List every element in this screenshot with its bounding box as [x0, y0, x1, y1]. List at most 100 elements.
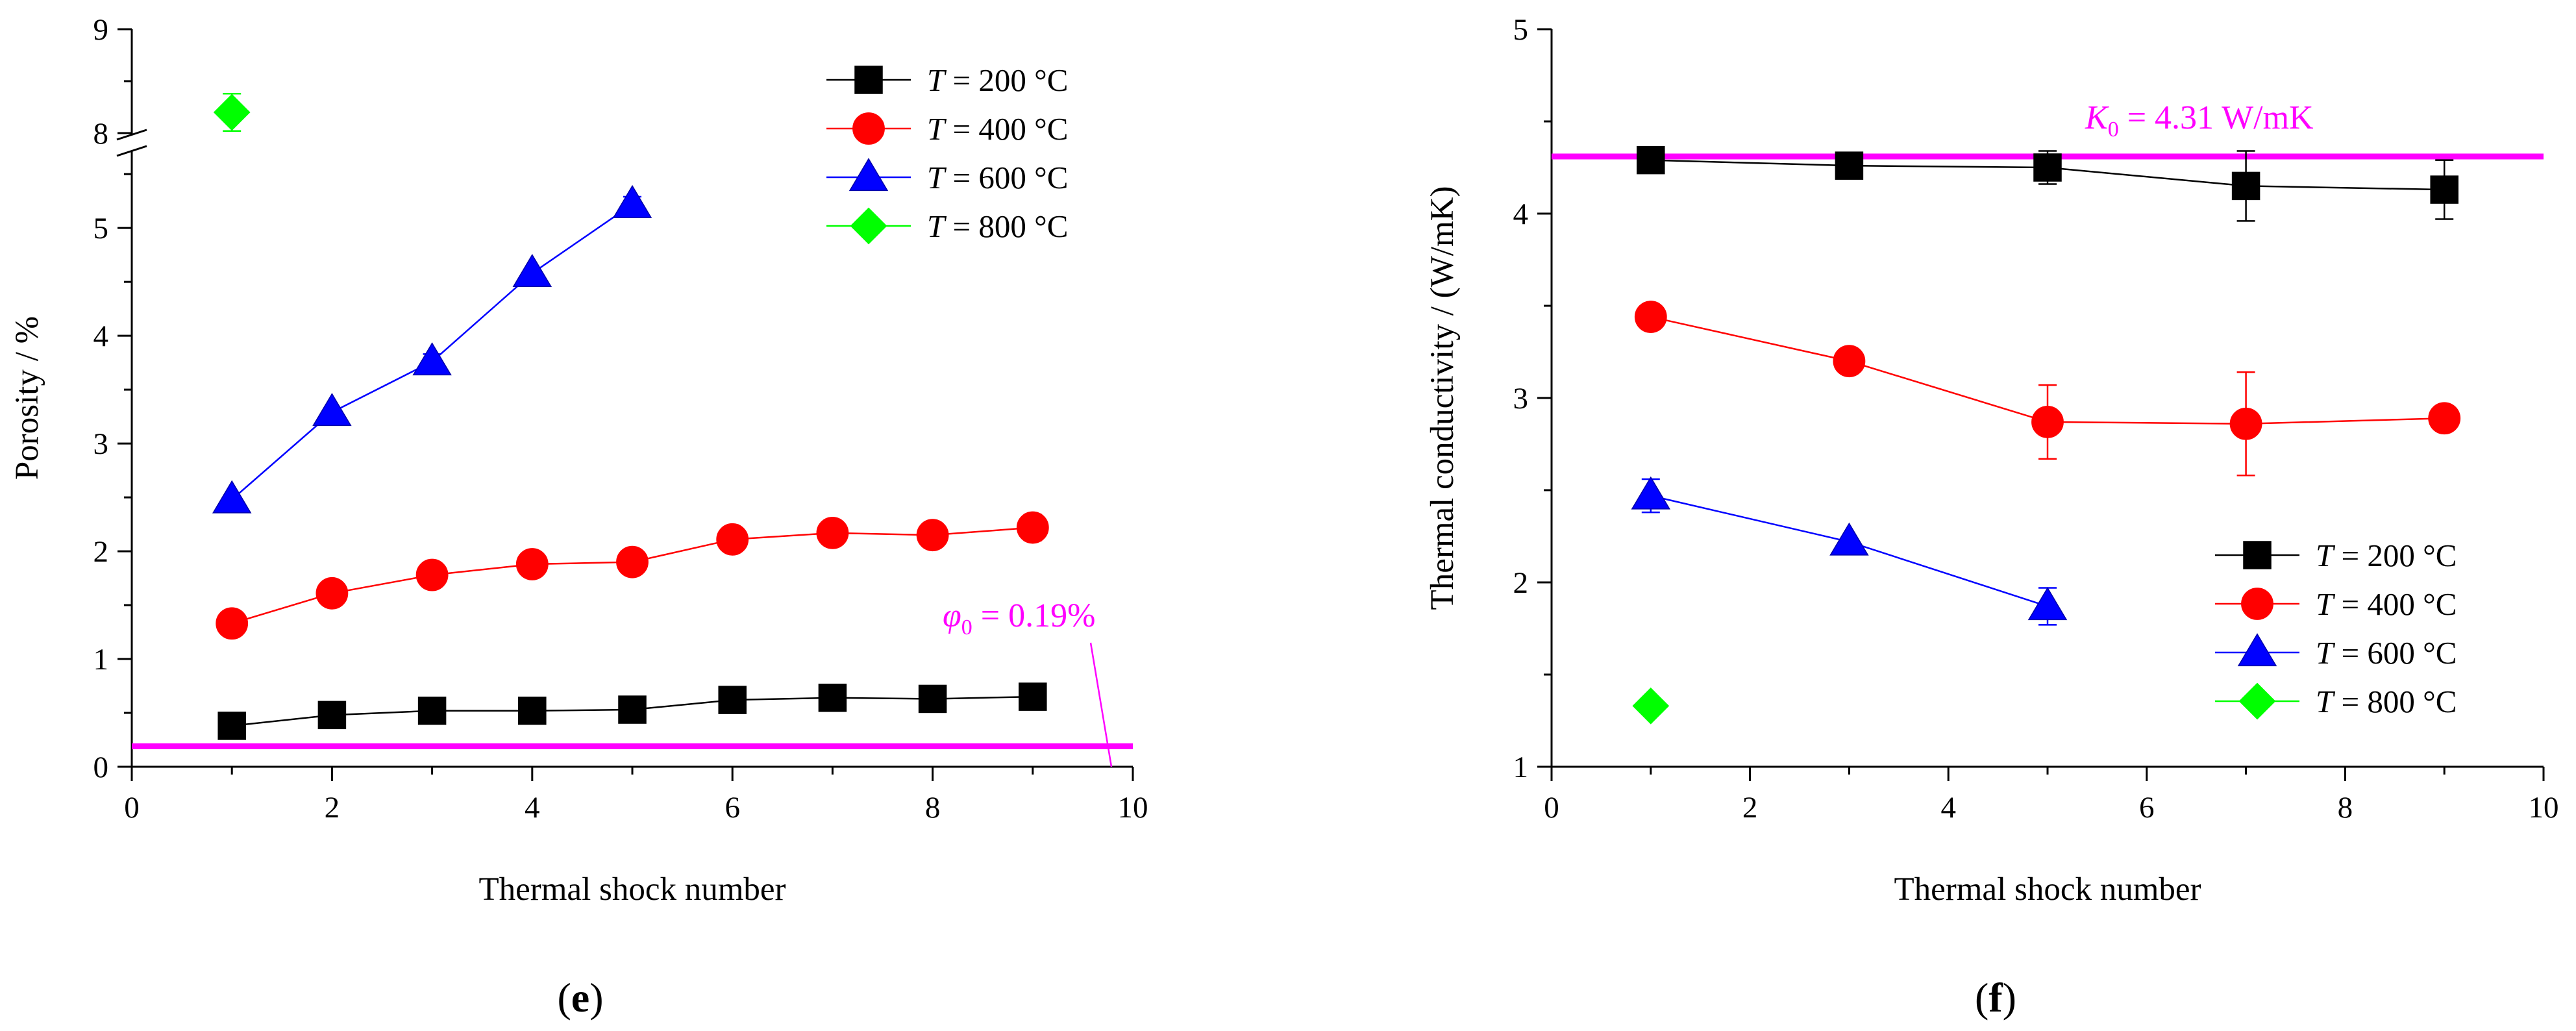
panel-label: (f) [1975, 975, 2016, 1021]
data-point [1829, 522, 1869, 556]
x-tick-label: 4 [525, 791, 540, 825]
data-point [2231, 171, 2260, 201]
reference-label-subscript: 0 [2108, 118, 2119, 142]
x-tick-label: 10 [1118, 791, 1148, 825]
y-axis-label: Porosity / % [9, 316, 45, 480]
legend-label-rest: = 600 °C [945, 160, 1068, 195]
legend-label-symbol: T [927, 208, 947, 244]
panel-label-paren-open: ( [1975, 975, 1988, 1021]
data-point [316, 577, 349, 610]
y-tick-label: 4 [1513, 197, 1529, 231]
legend-label-rest: = 600 °C [2333, 635, 2457, 671]
legend-marker [850, 207, 887, 245]
series-circle [1634, 301, 2461, 477]
legend-label: T = 800 °C [2316, 684, 2457, 719]
y-tick-label: 2 [93, 535, 109, 569]
reference-label-symbol: φ [943, 597, 961, 634]
panel-label-letter: e [571, 975, 589, 1021]
series-triangle [212, 184, 652, 514]
y-tick-label: 1 [93, 643, 109, 677]
legend-label-rest: = 800 °C [945, 208, 1068, 244]
x-tick-label: 4 [1940, 791, 1956, 825]
legend: T = 200 °CT = 400 °CT = 600 °CT = 800 °C [826, 62, 1068, 245]
data-point [415, 558, 449, 591]
legend-label-symbol: T [2316, 538, 2336, 573]
legend-label-symbol: T [927, 160, 947, 195]
legend-marker [2237, 633, 2277, 667]
data-point [1634, 301, 1667, 333]
legend-label-symbol: T [2316, 586, 2336, 622]
panel-label-letter: f [1988, 975, 2003, 1021]
series-circle [216, 511, 1049, 640]
legend-marker [2238, 682, 2276, 720]
legend-marker [852, 112, 885, 145]
data-point [518, 696, 547, 725]
data-point [716, 523, 749, 556]
legend-label: T = 800 °C [927, 208, 1068, 244]
data-point [213, 93, 251, 131]
legend-label-rest: = 800 °C [2333, 684, 2457, 719]
data-point [1631, 476, 1671, 510]
data-point [1016, 511, 1049, 544]
legend-label-symbol: T [927, 62, 947, 98]
data-point [612, 184, 652, 218]
y-tick-label: 4 [93, 319, 109, 353]
x-tick-label: 2 [1742, 791, 1758, 825]
reference-label: φ0 = 0.19% [943, 597, 1095, 640]
legend-label-rest: = 200 °C [2333, 538, 2457, 573]
y-tick-label: 8 [93, 117, 109, 151]
data-point [1637, 145, 1665, 175]
data-point [2430, 175, 2458, 204]
data-point [2031, 406, 2064, 438]
y-tick-label: 5 [1513, 13, 1529, 47]
panel-label-paren-open: ( [557, 975, 571, 1021]
axis-break-slash [116, 129, 147, 141]
series-diamond [213, 92, 251, 132]
y-axis-label: Thermal conductivity / (W/mK) [1424, 186, 1461, 610]
data-point [618, 695, 647, 724]
data-point [816, 516, 849, 549]
data-point [2428, 402, 2461, 435]
legend-marker [2243, 541, 2272, 569]
legend-label: T = 600 °C [927, 160, 1068, 195]
data-point [1833, 345, 1866, 378]
panel-label: (e) [557, 975, 603, 1021]
legend-label-rest: = 400 °C [945, 111, 1068, 147]
legend-marker [2241, 588, 2273, 620]
y-tick-label: 2 [1513, 566, 1529, 600]
x-tick-label: 6 [724, 791, 740, 825]
panel-label-paren-close: ) [589, 975, 603, 1021]
reference-leader [1089, 642, 1113, 767]
data-point [212, 480, 252, 514]
data-point [515, 548, 549, 580]
y-tick-label: 3 [1513, 382, 1529, 416]
x-tick-label: 6 [2139, 791, 2155, 825]
data-point [2027, 587, 2068, 621]
series-square [217, 682, 1047, 740]
y-tick-label: 9 [93, 13, 109, 47]
data-point [918, 684, 947, 714]
series-square [1637, 145, 2458, 222]
x-tick-label: 8 [925, 791, 941, 825]
reference-label-value: = 0.19% [972, 597, 1096, 634]
legend-label-symbol: T [927, 111, 947, 147]
data-point [412, 342, 452, 376]
data-point [718, 686, 747, 714]
y-tick-label: 1 [1513, 751, 1529, 784]
data-point [216, 607, 249, 640]
reference-label-symbol: K [2085, 99, 2109, 136]
data-point [417, 696, 447, 725]
data-point [1019, 682, 1047, 711]
legend-label-symbol: T [2316, 684, 2336, 719]
data-point [217, 712, 246, 740]
data-point [818, 684, 847, 712]
axis-break-slash [116, 145, 147, 157]
y-tick-label: 5 [93, 212, 109, 245]
x-axis-label: Thermal shock number [478, 871, 786, 908]
legend-label: T = 200 °C [2316, 538, 2457, 573]
x-tick-label: 0 [124, 791, 140, 825]
x-tick-label: 8 [2338, 791, 2353, 825]
x-tick-label: 0 [1544, 791, 1559, 825]
